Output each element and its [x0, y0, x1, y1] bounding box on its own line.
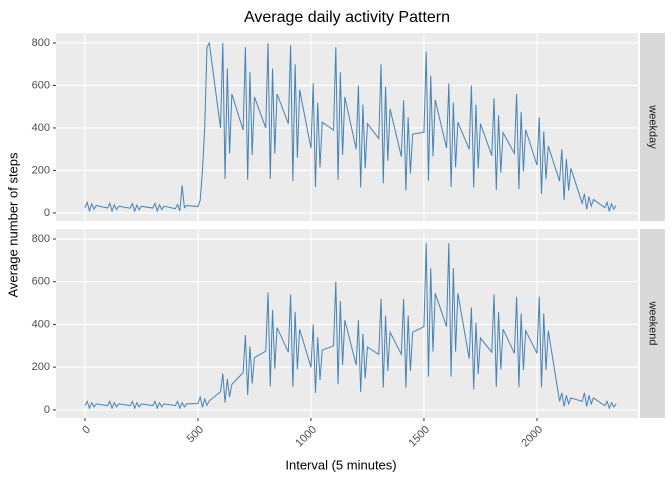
x-axis-title: Interval (5 minutes) — [285, 457, 396, 472]
y-tick-label: 800 — [32, 37, 50, 49]
strip — [640, 33, 665, 221]
x-tick-label: 500 — [185, 424, 206, 445]
y-tick-label: 0 — [44, 404, 50, 416]
y-tick-label: 600 — [32, 276, 50, 288]
x-tick-label: 1000 — [293, 424, 319, 450]
y-tick-label: 0 — [44, 207, 50, 219]
y-tick-label: 200 — [32, 361, 50, 373]
x-tick-label: 1500 — [406, 424, 432, 450]
y-tick-label: 400 — [32, 318, 50, 330]
y-tick-label: 200 — [32, 164, 50, 176]
x-tick-label: 2000 — [519, 424, 545, 450]
y-axis-title: Average number of steps — [5, 152, 20, 298]
strip-label: weekend — [647, 300, 659, 345]
panel-background — [56, 33, 638, 221]
y-tick-label: 600 — [32, 79, 50, 91]
x-tick-label: 0 — [80, 424, 93, 437]
y-tick-label: 800 — [32, 233, 50, 245]
chart-title: Average daily activity Pattern — [244, 9, 450, 26]
strip-label: weekday — [647, 104, 659, 149]
y-tick-label: 400 — [32, 122, 50, 134]
data-line — [84, 243, 617, 410]
data-line — [84, 41, 617, 213]
strip — [640, 229, 665, 418]
panel-background — [56, 229, 638, 418]
